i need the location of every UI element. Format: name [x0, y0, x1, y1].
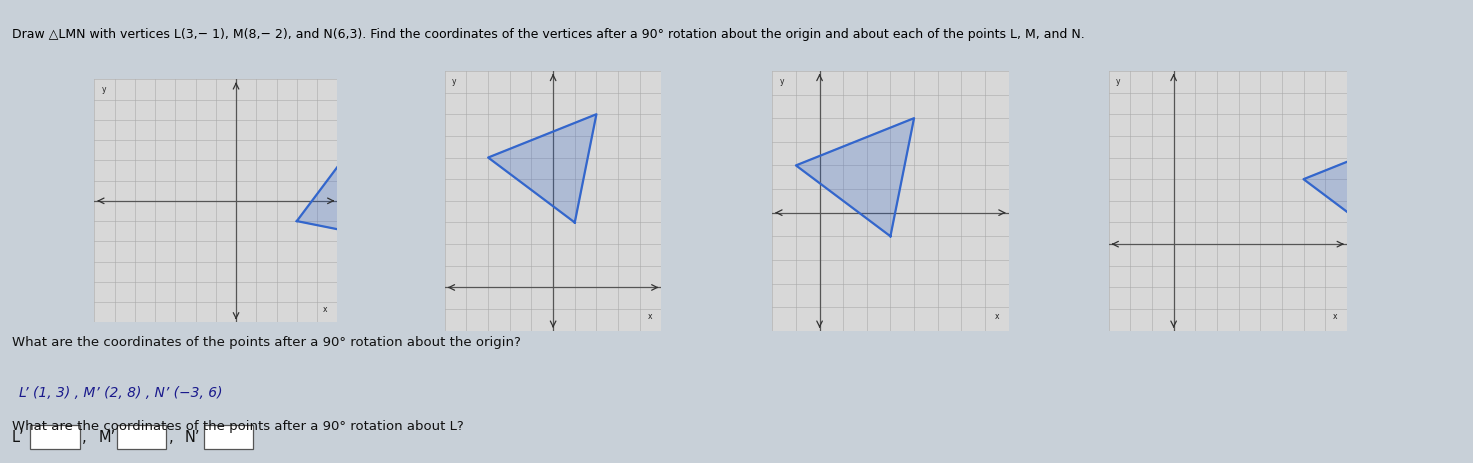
- Text: ,: ,: [168, 429, 174, 444]
- Text: What are the coordinates of the points after a 90° rotation about L?: What are the coordinates of the points a…: [12, 419, 464, 432]
- Text: M’: M’: [99, 429, 115, 444]
- Text: L’ (1, 3) , M’ (2, 8) , N’ (−3, 6): L’ (1, 3) , M’ (2, 8) , N’ (−3, 6): [19, 385, 222, 400]
- Text: x: x: [1333, 312, 1337, 321]
- Text: x: x: [994, 312, 999, 321]
- Text: N’: N’: [186, 429, 200, 444]
- FancyBboxPatch shape: [116, 425, 166, 449]
- Polygon shape: [296, 141, 398, 242]
- Text: x: x: [323, 304, 327, 313]
- FancyBboxPatch shape: [203, 425, 253, 449]
- Text: ,: ,: [82, 429, 87, 444]
- Text: y: y: [451, 77, 455, 86]
- Polygon shape: [1304, 137, 1411, 244]
- Text: y: y: [779, 77, 784, 86]
- FancyBboxPatch shape: [31, 425, 80, 449]
- Polygon shape: [488, 115, 597, 223]
- Polygon shape: [795, 119, 915, 237]
- Text: What are the coordinates of the points after a 90° rotation about the origin?: What are the coordinates of the points a…: [12, 336, 520, 349]
- Text: L’: L’: [12, 429, 25, 444]
- Text: Draw △LMN with vertices L(3,− 1), M(8,− 2), and N(6,3). Find the coordinates of : Draw △LMN with vertices L(3,− 1), M(8,− …: [12, 28, 1084, 41]
- Text: y: y: [1117, 77, 1121, 86]
- Text: y: y: [102, 85, 106, 94]
- Text: x: x: [648, 312, 653, 321]
